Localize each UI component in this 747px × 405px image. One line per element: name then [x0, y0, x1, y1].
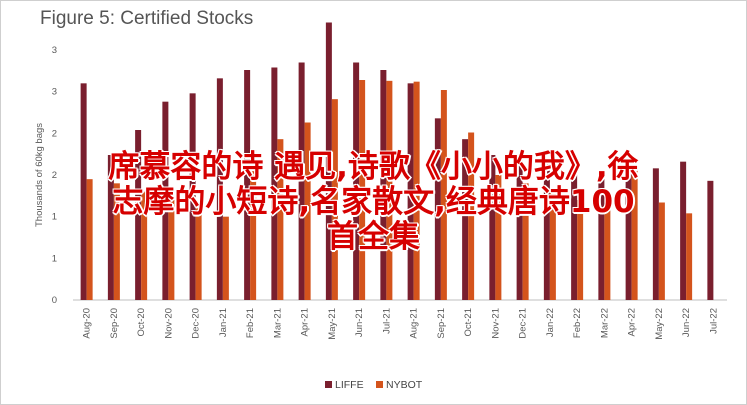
x-tick-label: Nov-21: [490, 308, 501, 339]
bar-liffe: [189, 93, 196, 300]
x-tick-label: Dec-20: [191, 308, 202, 339]
x-tick-label: Jul-22: [708, 308, 719, 334]
x-tick-label: May-22: [654, 308, 665, 340]
bar-nybot: [549, 191, 556, 300]
bar-nybot: [468, 132, 475, 300]
x-tick-label: May-21: [327, 308, 338, 340]
bar-liffe: [216, 78, 223, 300]
bar-liffe: [407, 83, 414, 300]
bar-liffe: [516, 156, 523, 300]
bar-liffe: [325, 22, 332, 300]
bar-liffe: [571, 170, 578, 300]
bar-liffe: [598, 174, 605, 300]
bar-nybot: [304, 122, 311, 300]
y-tick-label: 2: [52, 170, 57, 181]
bar-nybot: [113, 183, 120, 300]
y-tick-label: 0: [52, 295, 57, 306]
bar-liffe: [652, 168, 659, 300]
bar-liffe: [271, 67, 278, 300]
bar-nybot: [331, 99, 338, 301]
x-tick-label: Mar-21: [272, 308, 283, 338]
bar-liffe: [298, 62, 305, 300]
x-tick-label: Oct-21: [463, 308, 474, 337]
bar-nybot: [386, 80, 393, 300]
y-tick-label: 1: [52, 212, 57, 223]
bar-nybot: [577, 200, 584, 300]
bar-nybot: [277, 139, 284, 300]
x-tick-label: Jan-21: [218, 308, 229, 337]
bar-liffe: [707, 180, 714, 300]
bar-liffe: [625, 170, 632, 300]
legend-swatch-liffe: [325, 381, 332, 388]
x-tick-label: Feb-22: [572, 308, 583, 338]
y-tick-label: 1: [52, 253, 57, 264]
x-tick-label: Apr-22: [627, 308, 638, 337]
y-axis-label: Thousands of 60kg bags: [34, 123, 45, 227]
bar-nybot: [686, 213, 693, 300]
bar-liffe: [135, 130, 142, 300]
legend-label-nybot: NYBOT: [386, 379, 423, 391]
x-tick-label: Jun-22: [681, 308, 692, 337]
bar-liffe: [162, 101, 169, 301]
bar-liffe: [434, 118, 441, 300]
bar-liffe: [380, 70, 387, 300]
bar-nybot: [168, 200, 175, 300]
bar-liffe: [462, 139, 469, 300]
x-tick-label: Nov-20: [163, 308, 174, 339]
bar-nybot: [250, 150, 257, 300]
bar-nybot: [413, 81, 420, 301]
overlay-line-2: 志摩的小短诗,名家散文,经典唐诗100: [112, 184, 635, 220]
x-tick-label: Aug-21: [409, 308, 420, 339]
x-tick-label: Mar-22: [599, 308, 610, 338]
bar-liffe: [107, 155, 114, 300]
y-tick-label: 3: [52, 87, 57, 98]
legend-label-liffe: LIFFE: [335, 379, 364, 391]
bar-liffe: [543, 160, 550, 300]
x-tick-label: Jul-21: [381, 308, 392, 334]
bar-nybot: [631, 170, 638, 300]
bar-nybot: [440, 90, 447, 300]
bar-nybot: [222, 216, 229, 300]
x-tick-label: Aug-20: [82, 308, 93, 339]
y-tick-label: 2: [52, 128, 57, 139]
bar-nybot: [359, 80, 366, 300]
x-tick-label: Oct-20: [136, 308, 147, 337]
overlay-line-1: 席慕容的诗 遇见,诗歌《小小的我》,徐: [108, 149, 639, 185]
x-tick-label: Jun-21: [354, 308, 365, 337]
y-tick-label: 3: [52, 45, 57, 56]
overlay-line-3: 首全集: [327, 219, 420, 255]
x-tick-label: Feb-21: [245, 308, 256, 338]
x-tick-label: Sep-21: [436, 308, 447, 339]
bar-nybot: [86, 179, 93, 300]
x-tick-label: Apr-21: [300, 308, 311, 337]
bar-nybot: [195, 208, 202, 300]
bar-nybot: [522, 183, 529, 300]
legend-swatch-nybot: [376, 381, 383, 388]
bar-nybot: [658, 202, 665, 300]
x-tick-label: Sep-20: [109, 308, 120, 339]
chart-title: Figure 5: Certified Stocks: [40, 8, 254, 29]
bar-liffe: [244, 70, 251, 300]
overlay-watermark-text: 席慕容的诗 遇见,诗歌《小小的我》,徐 志摩的小短诗,名家散文,经典唐诗100 …: [0, 150, 747, 255]
bar-liffe: [489, 155, 496, 300]
x-tick-label: Jan-22: [545, 308, 556, 337]
bar-liffe: [353, 62, 360, 300]
bar-liffe: [80, 83, 87, 300]
x-tick-label: Dec-21: [518, 308, 529, 339]
bar-nybot: [141, 191, 148, 300]
bar-nybot: [604, 208, 611, 300]
bar-nybot: [495, 175, 502, 300]
bar-liffe: [680, 161, 687, 300]
